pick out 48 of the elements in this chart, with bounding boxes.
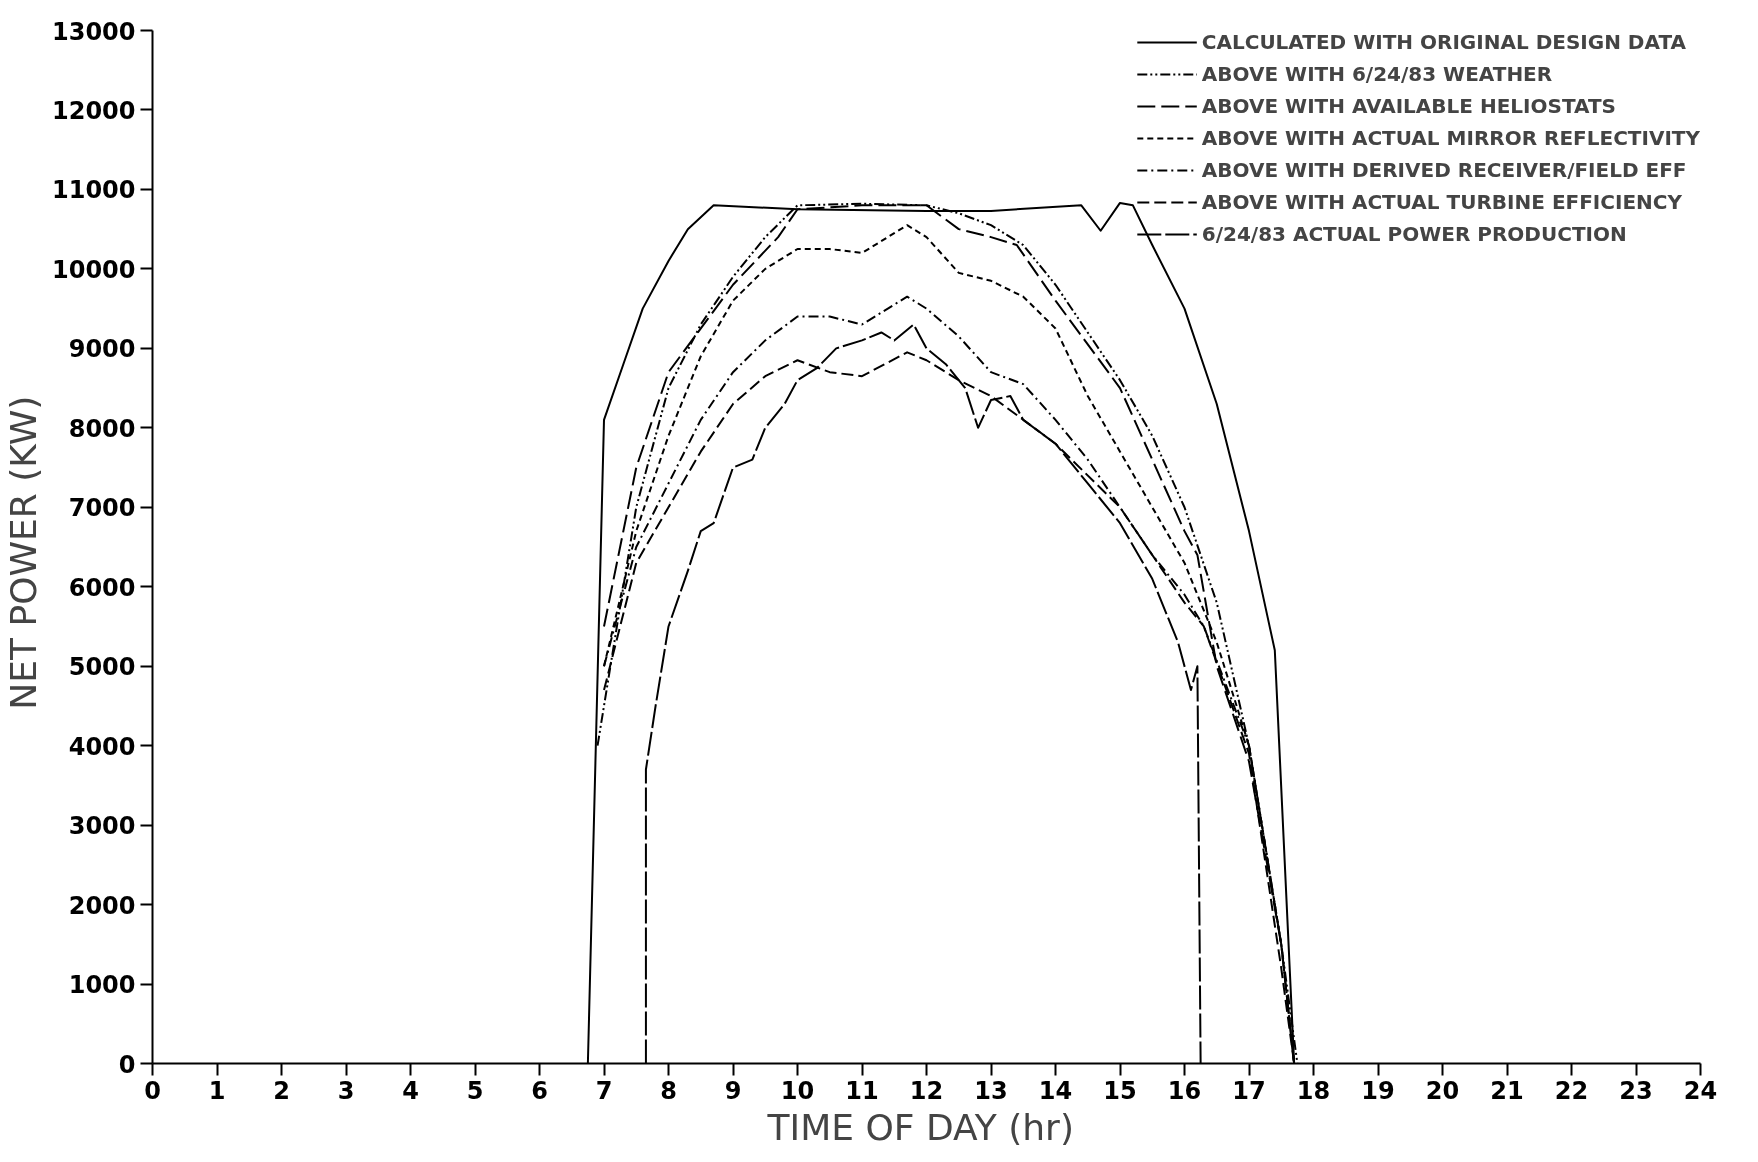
x-tick-label: 11 [845,1076,879,1105]
legend-label: 6/24/83 ACTUAL POWER PRODUCTION [1201,222,1627,246]
y-tick-label: 5000 [68,653,136,682]
legend-label: ABOVE WITH AVAILABLE HELIOSTATS [1201,94,1616,118]
x-tick-label: 0 [144,1076,161,1105]
legend-label: ABOVE WITH DERIVED RECEIVER/FIELD EFF [1201,158,1687,182]
y-tick-label: 13000 [52,17,136,46]
y-tick-label: 9000 [68,335,136,364]
y-tick-label: 1000 [68,971,136,1000]
x-tick-label: 9 [724,1076,742,1105]
y-tick-label: 8000 [68,414,136,443]
x-tick-label: 17 [1232,1076,1266,1105]
x-tick-label: 5 [466,1076,484,1105]
x-tick-label: 10 [780,1076,815,1105]
legend-label: ABOVE WITH ACTUAL MIRROR REFLECTIVITY [1201,126,1700,150]
x-tick-label: 22 [1554,1076,1589,1105]
y-tick-label: 3000 [68,812,136,841]
legend-label: CALCULATED WITH ORIGINAL DESIGN DATA [1201,30,1686,54]
x-axis-title: TIME OF DAY (hr) [766,1106,1074,1148]
y-axis-title: NET POWER (KW) [3,395,44,710]
x-tick-label: 21 [1490,1076,1524,1105]
x-tick-label: 19 [1361,1076,1395,1105]
y-tick-label: 4000 [68,732,136,761]
y-tick-label: 7000 [68,494,136,523]
y-tick-label: 2000 [68,891,136,920]
y-tick-label: 0 [118,1050,136,1079]
y-tick-label: 10000 [52,255,136,284]
x-tick-label: 4 [402,1076,419,1105]
x-tick-label: 14 [1038,1076,1073,1105]
x-tick-label: 15 [1103,1076,1137,1105]
x-tick-label: 18 [1296,1076,1331,1105]
x-tick-label: 3 [337,1076,355,1105]
x-tick-label: 1 [208,1076,226,1105]
x-tick-label: 12 [909,1076,944,1105]
x-tick-label: 2 [273,1076,290,1105]
y-tick-label: 6000 [68,573,136,602]
x-tick-label: 7 [595,1076,613,1105]
x-tick-label: 24 [1683,1076,1718,1105]
x-tick-label: 13 [974,1076,1008,1105]
x-tick-label: 8 [660,1076,677,1105]
legend-label: ABOVE WITH ACTUAL TURBINE EFFICIENCY [1201,190,1682,214]
x-tick-label: 20 [1425,1076,1460,1105]
x-tick-label: 16 [1167,1076,1202,1105]
legend-label: ABOVE WITH 6/24/83 WEATHER [1201,62,1553,86]
y-tick-label: 12000 [52,96,136,125]
x-tick-label: 6 [531,1076,548,1105]
x-tick-label: 23 [1619,1076,1653,1105]
y-tick-label: 11000 [52,176,136,205]
